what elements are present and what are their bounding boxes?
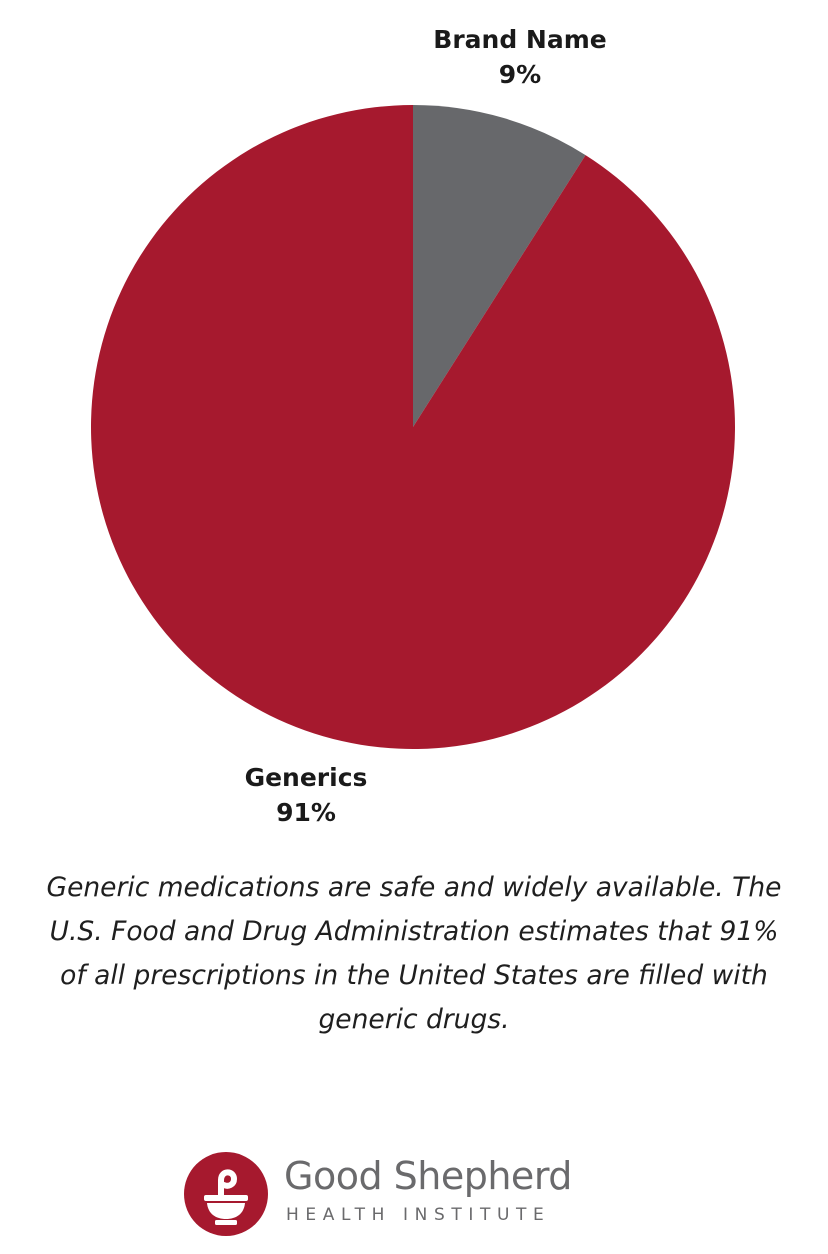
pie-slice-generics	[90, 105, 735, 750]
logo-subtitle: HEALTH INSTITUTE	[286, 1205, 551, 1225]
logo: Good Shepherd HEALTH INSTITUTE	[184, 1152, 644, 1236]
logo-name: Good Shepherd	[284, 1154, 572, 1198]
slice-label-generics-text: Generics	[244, 763, 368, 792]
slice-label-brand-name: Brand Name 9%	[420, 22, 620, 92]
slice-label-brand-name-text: Brand Name	[433, 25, 607, 54]
caption-text: Generic medications are safe and widely …	[46, 872, 782, 1035]
pie-slice-brand-name	[413, 105, 586, 427]
slice-label-generics: Generics 91%	[206, 760, 406, 830]
pie-chart	[90, 105, 735, 750]
slice-label-generics-value: 91%	[276, 798, 336, 827]
slice-label-brand-name-value: 9%	[498, 60, 542, 89]
mortar-and-pestle-icon	[184, 1152, 268, 1236]
